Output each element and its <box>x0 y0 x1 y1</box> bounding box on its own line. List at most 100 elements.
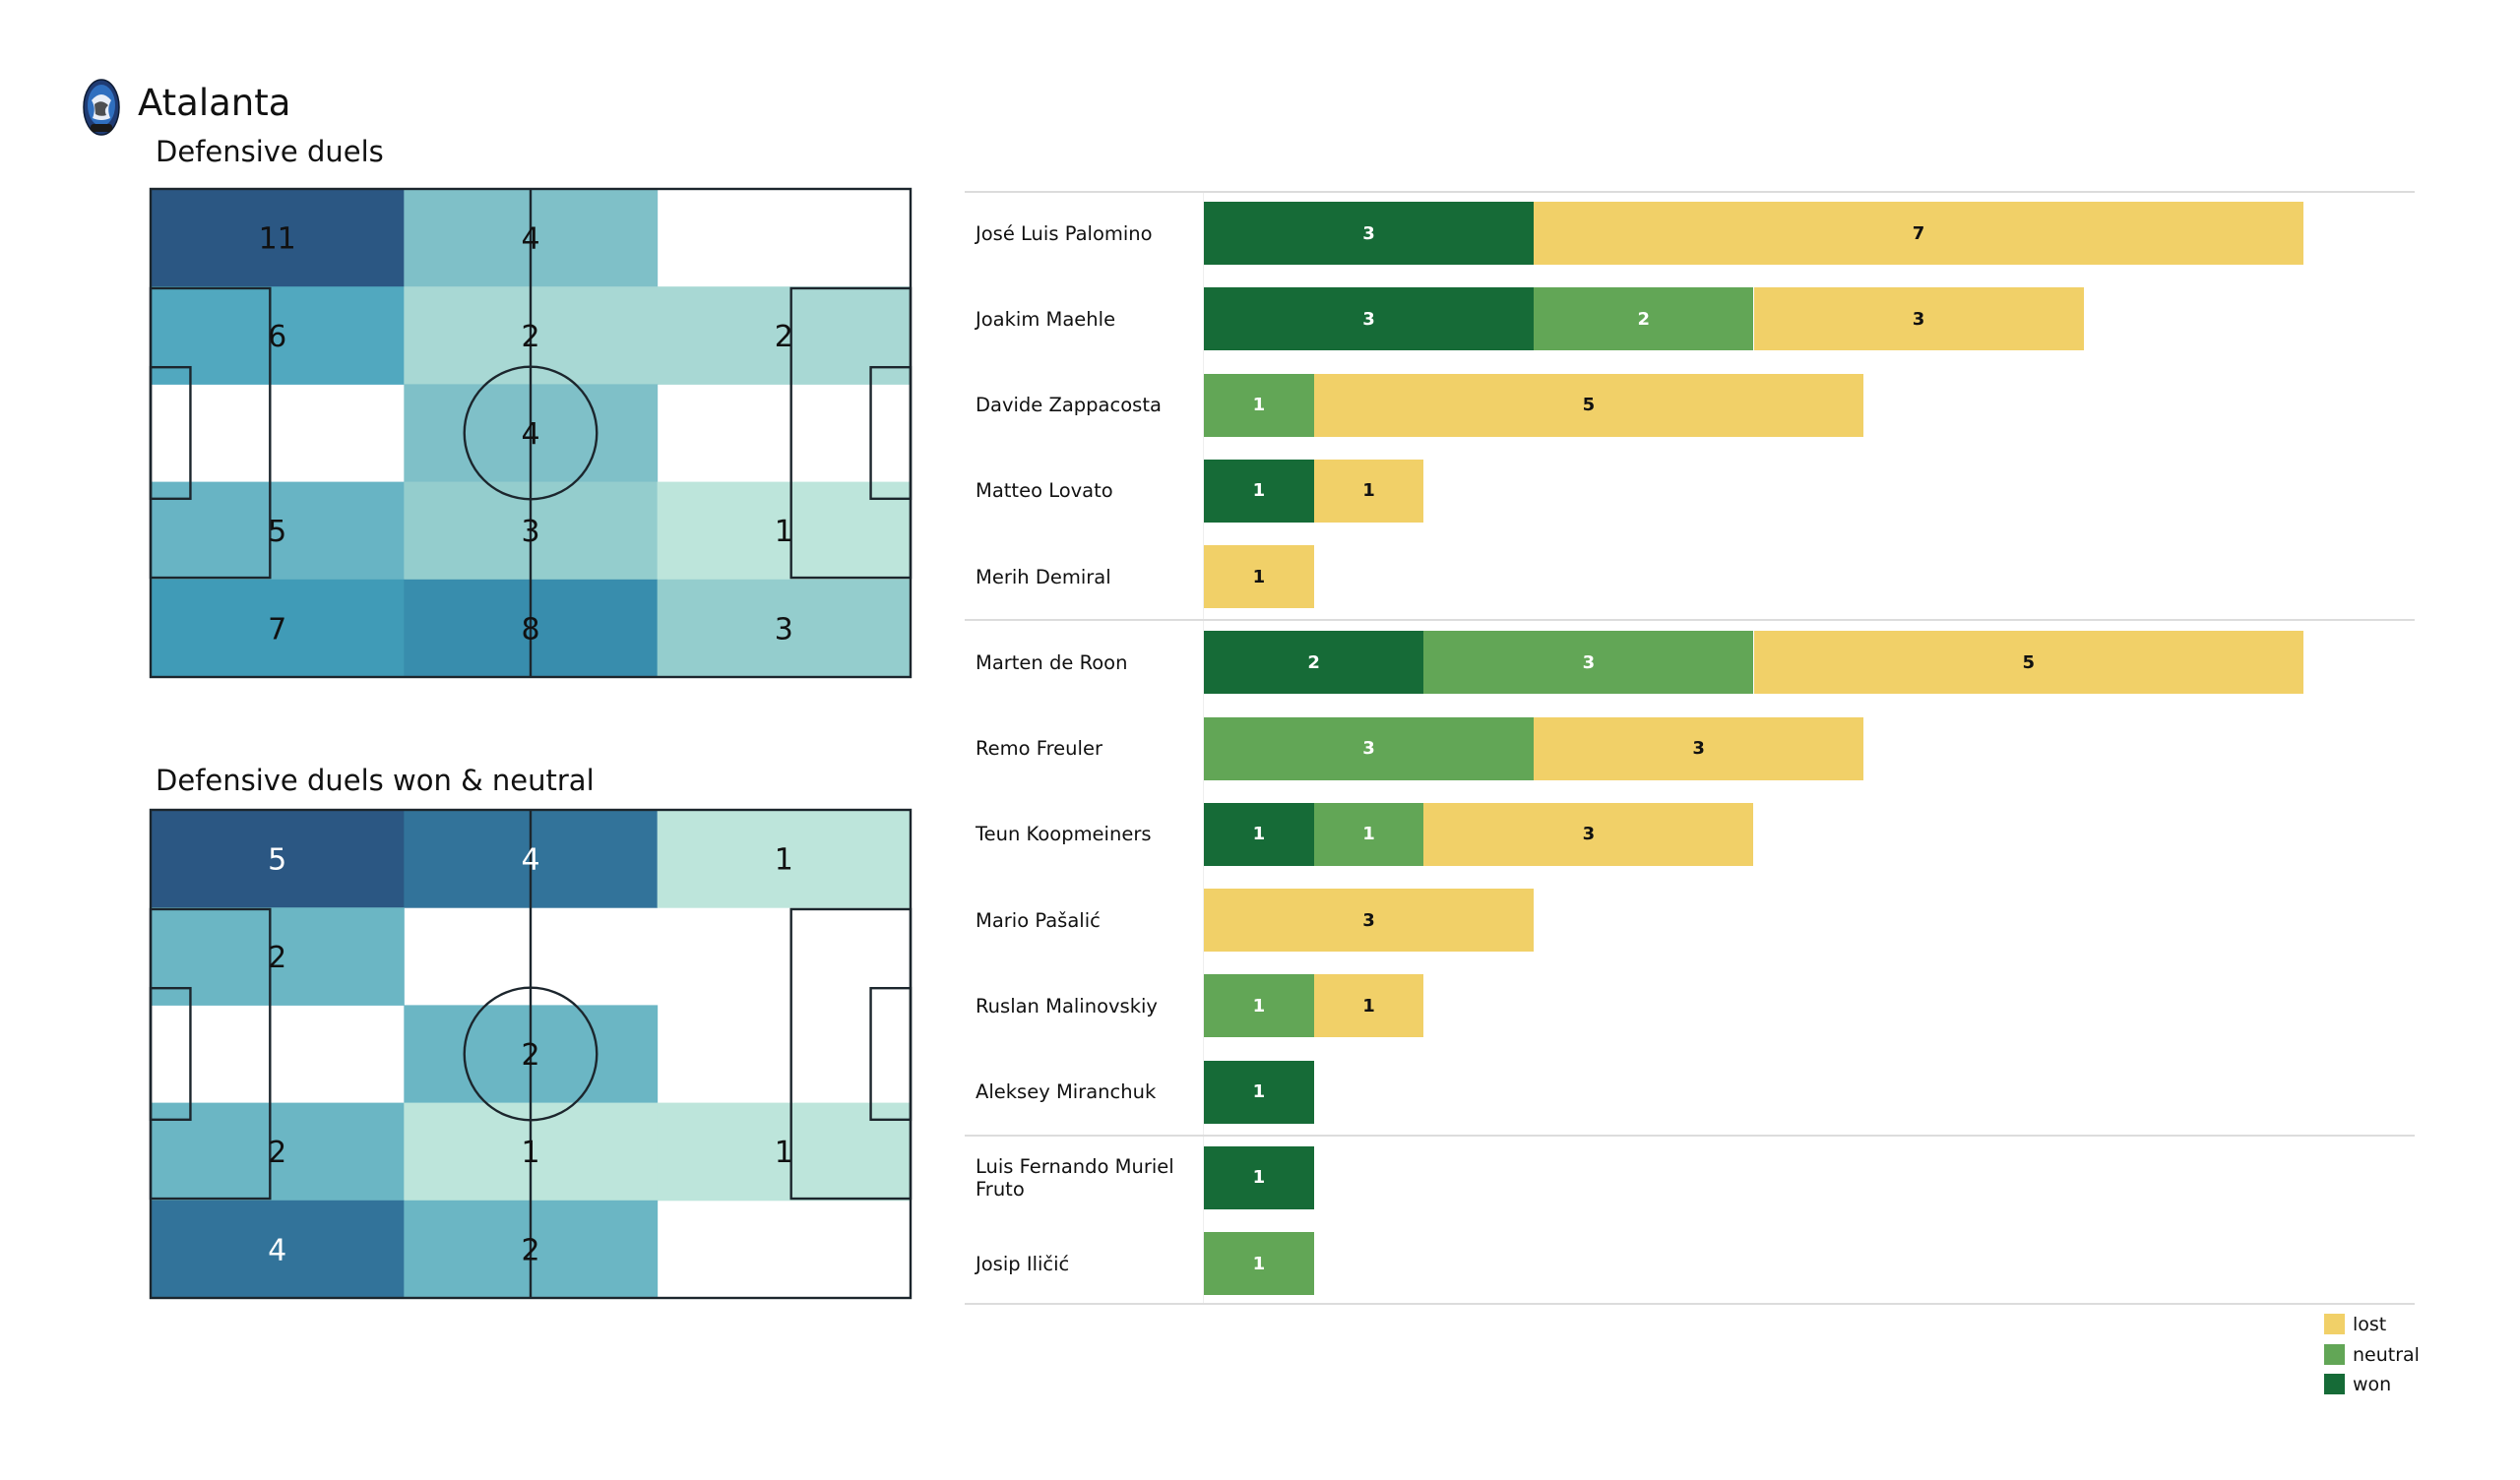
heatmap-cell-value: 1 <box>775 843 793 878</box>
heatmap-cell-value: 2 <box>268 1136 286 1170</box>
bar-segment-value: 1 <box>1252 566 1266 587</box>
heatmap-cell-value: 8 <box>521 612 539 647</box>
bar-segment-value: 3 <box>1582 651 1596 673</box>
heatmap-cell-value: 2 <box>521 320 539 354</box>
heatmap-cell <box>657 1102 912 1202</box>
heatmap-cell <box>657 481 912 581</box>
player-label: Merih Demiral <box>976 565 1111 588</box>
bar-segment-lost: 1 <box>1204 545 1314 608</box>
atalanta-crest-icon <box>83 79 120 136</box>
heatmap-cell <box>657 810 912 908</box>
pitch1-title: Defensive duels <box>156 135 384 168</box>
heatmap-cell-value: 2 <box>775 320 793 354</box>
player-label: Remo Freuler <box>976 737 1102 760</box>
heatmap-cell <box>151 907 405 1006</box>
heatmap-defensive-duels-won-neutral: 5 4 1 2 2 2 1 1 4 2 <box>149 808 913 1300</box>
heatmap-cell <box>151 810 405 908</box>
player-label: Joakim Maehle <box>976 307 1116 331</box>
bar-segment-value: 1 <box>1362 824 1375 845</box>
heatmap-cell-value: 6 <box>268 320 286 354</box>
bar-segment-lost: 3 <box>1753 287 2084 351</box>
legend-item-lost: lost <box>2324 1313 2387 1335</box>
bar-segment-neutral: 3 <box>1423 631 1754 695</box>
bar-segment-value: 1 <box>1362 480 1375 502</box>
player-label: Ruslan Malinovskiy <box>976 994 1158 1018</box>
legend-item-won: won <box>2324 1373 2392 1395</box>
bar-segment-won: 1 <box>1204 459 1314 523</box>
heatmap-cell-value: 2 <box>268 941 286 975</box>
bar-segment-value: 3 <box>1362 308 1375 330</box>
group-separator <box>965 191 2415 193</box>
heatmap-cell-value: 1 <box>521 1136 539 1170</box>
bar-segment-neutral: 3 <box>1204 716 1535 780</box>
legend-swatch-won <box>2324 1374 2345 1394</box>
bar-segment-neutral: 1 <box>1204 373 1314 437</box>
pitch-lines <box>149 187 913 679</box>
heatmap-cell <box>151 481 405 581</box>
pitch-lines <box>149 808 913 1300</box>
heatmap-cell <box>151 189 405 287</box>
right-six-yard-box <box>869 365 913 501</box>
bar-axis-spine <box>1203 192 1204 1304</box>
bar-segment-value: 1 <box>1252 1167 1266 1189</box>
heatmap-labels: 11 4 6 2 2 4 5 3 1 7 8 3 <box>259 222 793 648</box>
bar-segment-value: 3 <box>1362 738 1375 759</box>
heatmap-labels: 5 4 1 2 2 2 1 1 4 2 <box>268 843 793 1268</box>
bar-segment-value: 1 <box>1252 995 1266 1017</box>
bar-segment-lost: 1 <box>1313 459 1424 523</box>
player-label: Matteo Lovato <box>976 479 1113 503</box>
bar-segment-lost: 3 <box>1534 716 1864 780</box>
bar-segment-won: 2 <box>1204 631 1424 695</box>
heatmap-cell-value: 4 <box>521 417 539 452</box>
player-label: Aleksey Miranchuk <box>976 1080 1157 1103</box>
legend-label: lost <box>2353 1313 2387 1335</box>
bar-segment-neutral: 1 <box>1204 1232 1314 1295</box>
bar-segment-won: 1 <box>1204 1145 1314 1209</box>
bar-segment-lost: 5 <box>1753 631 2303 695</box>
heatmap-cell-value: 2 <box>521 1038 539 1073</box>
heatmap-cell-value: 1 <box>775 515 793 549</box>
heatmap-cell-value: 5 <box>268 515 286 549</box>
bar-segment-won: 1 <box>1204 802 1314 866</box>
heatmap-cell-value: 3 <box>775 612 793 647</box>
bar-segment-value: 2 <box>1637 308 1651 330</box>
player-label: Teun Koopmeiners <box>976 823 1152 846</box>
heatmap-cell <box>657 579 912 678</box>
pitch2-title: Defensive duels won & neutral <box>156 764 595 797</box>
heatmap-cell <box>151 286 405 385</box>
bar-segment-value: 1 <box>1252 824 1266 845</box>
legend-label: won <box>2353 1373 2392 1395</box>
heatmap-cell-value: 4 <box>521 222 539 257</box>
bar-segment-won: 1 <box>1204 1060 1314 1124</box>
bar-segment-value: 1 <box>1252 480 1266 502</box>
heatmap-cell <box>151 1200 405 1299</box>
bar-segment-neutral: 1 <box>1204 974 1314 1038</box>
player-label: Davide Zappacosta <box>976 394 1162 416</box>
bar-segment-value: 7 <box>1912 222 1925 244</box>
player-label: Marten de Roon <box>976 650 1128 674</box>
bar-segment-won: 3 <box>1204 287 1535 351</box>
centre-circle <box>463 986 598 1122</box>
bar-segment-value: 3 <box>1582 824 1596 845</box>
heatmap-cell-value: 4 <box>268 1233 286 1267</box>
left-six-yard-box <box>149 365 192 501</box>
bar-segment-value: 5 <box>2022 651 2036 673</box>
heatmap-cell <box>657 286 912 385</box>
heatmap-cell-value: 4 <box>521 843 539 878</box>
bar-segment-value: 3 <box>1692 738 1705 759</box>
bar-segment-value: 1 <box>1252 395 1266 415</box>
heatmap-cell-value: 7 <box>268 612 286 647</box>
player-label: José Luis Palomino <box>976 221 1153 245</box>
bar-segment-neutral: 2 <box>1534 287 1754 351</box>
bar-segment-value: 1 <box>1362 995 1375 1017</box>
legend-swatch-lost <box>2324 1314 2345 1334</box>
group-separator <box>965 619 2415 622</box>
group-separator <box>965 1134 2415 1137</box>
bar-segment-won: 3 <box>1204 202 1535 265</box>
bar-segment-lost: 3 <box>1423 802 1754 866</box>
bar-segment-lost: 1 <box>1313 974 1424 1038</box>
heatmap-cell-value: 2 <box>521 1233 539 1267</box>
bar-segment-lost: 5 <box>1313 373 1864 437</box>
bar-segment-value: 2 <box>1307 651 1320 673</box>
